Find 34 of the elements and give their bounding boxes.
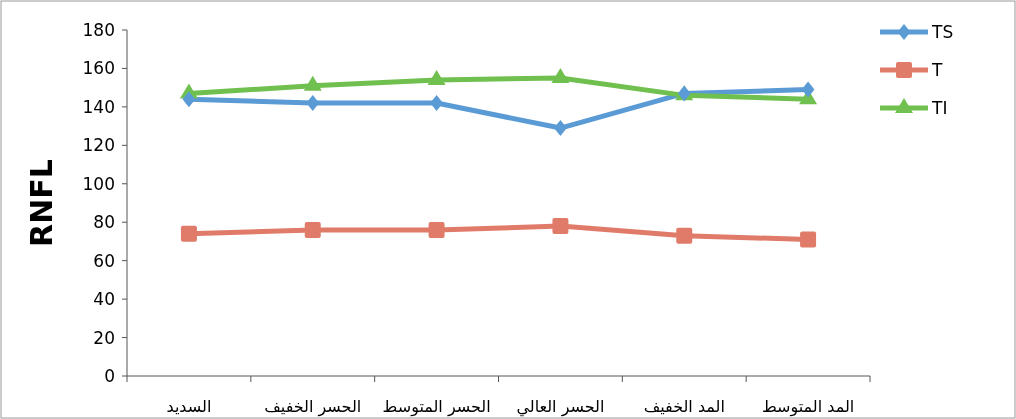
point bbox=[304, 221, 321, 238]
x-tick-label: المد الخفيف bbox=[643, 397, 725, 416]
point bbox=[554, 120, 567, 137]
y-tick-label: 140 bbox=[82, 96, 115, 117]
point bbox=[428, 221, 445, 238]
point bbox=[800, 231, 817, 248]
y-tick-label: 80 bbox=[93, 212, 115, 233]
point bbox=[801, 81, 815, 98]
point bbox=[180, 225, 197, 242]
x-tick-label: الحسر المتوسط bbox=[382, 397, 491, 417]
y-tick-label: 60 bbox=[93, 250, 115, 271]
y-tick-label: 20 bbox=[93, 327, 115, 348]
point bbox=[427, 69, 446, 85]
legend-label: TI bbox=[931, 98, 948, 118]
y-axis-title: RNFL bbox=[24, 159, 59, 247]
x-tick-label: الحسر العالي bbox=[516, 397, 605, 417]
y-tick-label: 120 bbox=[82, 135, 115, 156]
point bbox=[303, 75, 322, 91]
y-tick-label: 180 bbox=[82, 20, 115, 40]
y-tick-label: 160 bbox=[82, 58, 115, 79]
point bbox=[306, 95, 320, 112]
point bbox=[552, 218, 569, 235]
legend-label: T bbox=[931, 60, 943, 80]
x-tick-label: السديد bbox=[166, 397, 212, 416]
legend-label: TS bbox=[931, 22, 954, 42]
y-tick-label: 0 bbox=[104, 366, 115, 386]
y-tick-label: 40 bbox=[93, 289, 115, 310]
point bbox=[676, 227, 693, 244]
x-tick-label: المد المتوسط bbox=[761, 397, 855, 417]
point bbox=[182, 91, 196, 108]
point bbox=[551, 68, 570, 84]
x-tick-label: الحسر الخفيف bbox=[264, 397, 362, 417]
y-tick-label: 100 bbox=[82, 173, 115, 194]
point bbox=[430, 95, 443, 112]
